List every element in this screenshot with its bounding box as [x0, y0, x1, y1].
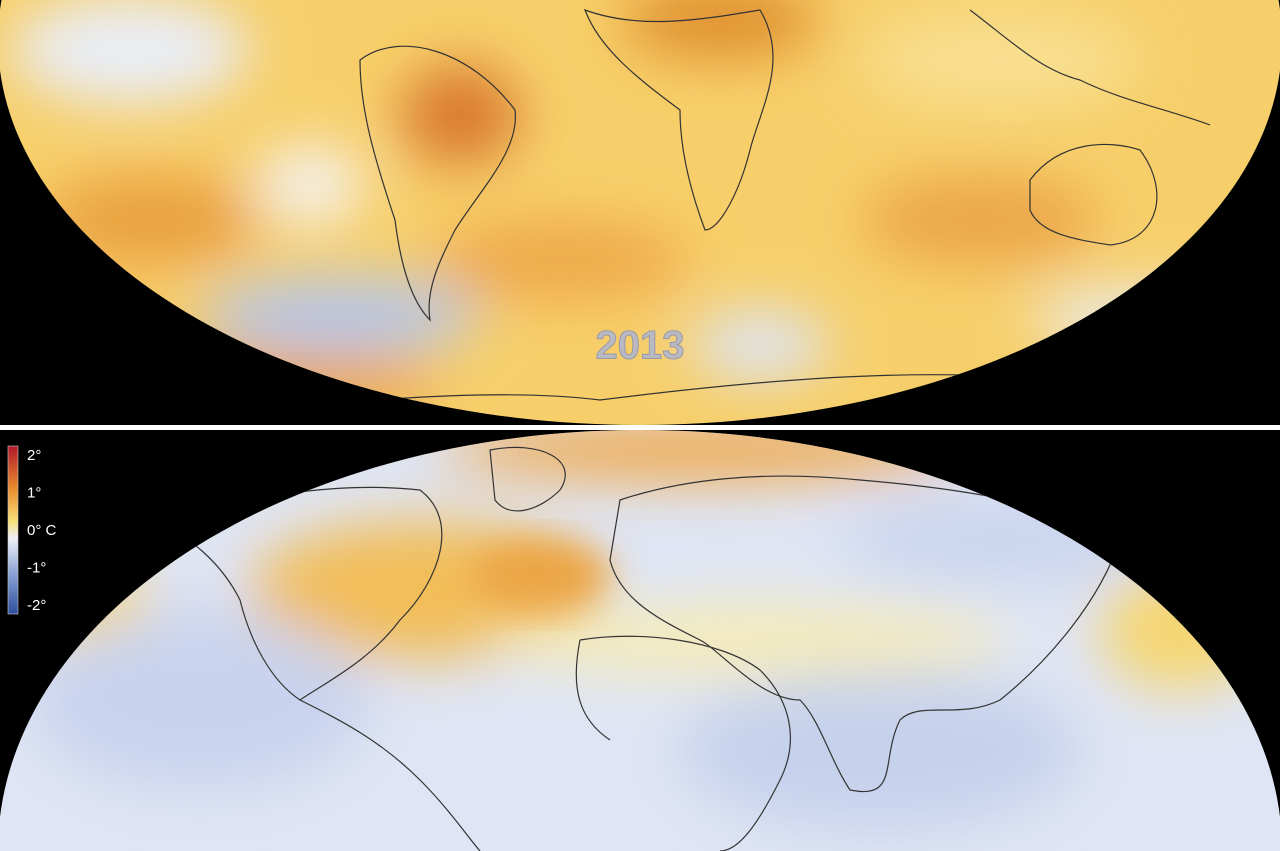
- central-america-outline: [299, 699, 481, 851]
- colorbar: [7, 445, 19, 615]
- south-america-outline: [359, 45, 516, 322]
- year-label: 2013: [596, 324, 685, 368]
- top-map: [0, 0, 1280, 425]
- eurasia-outline: [609, 475, 1121, 793]
- legend-label: -1°: [27, 559, 46, 576]
- legend-label: 2°: [27, 447, 41, 464]
- asia-islands-outline: [969, 9, 1211, 126]
- legend-label: -2°: [27, 597, 46, 614]
- north-america-outline: [158, 486, 443, 701]
- greenland-outline: [489, 446, 566, 512]
- legend-label: 1°: [27, 484, 41, 501]
- divider: [0, 425, 1280, 430]
- legend-label: 0° C: [27, 522, 57, 539]
- australia-outline: [1029, 143, 1158, 246]
- africa-outline: [583, 8, 774, 231]
- africa-outline: [575, 635, 791, 851]
- legend: 2° 1° 0° C -1° -2°: [7, 445, 57, 615]
